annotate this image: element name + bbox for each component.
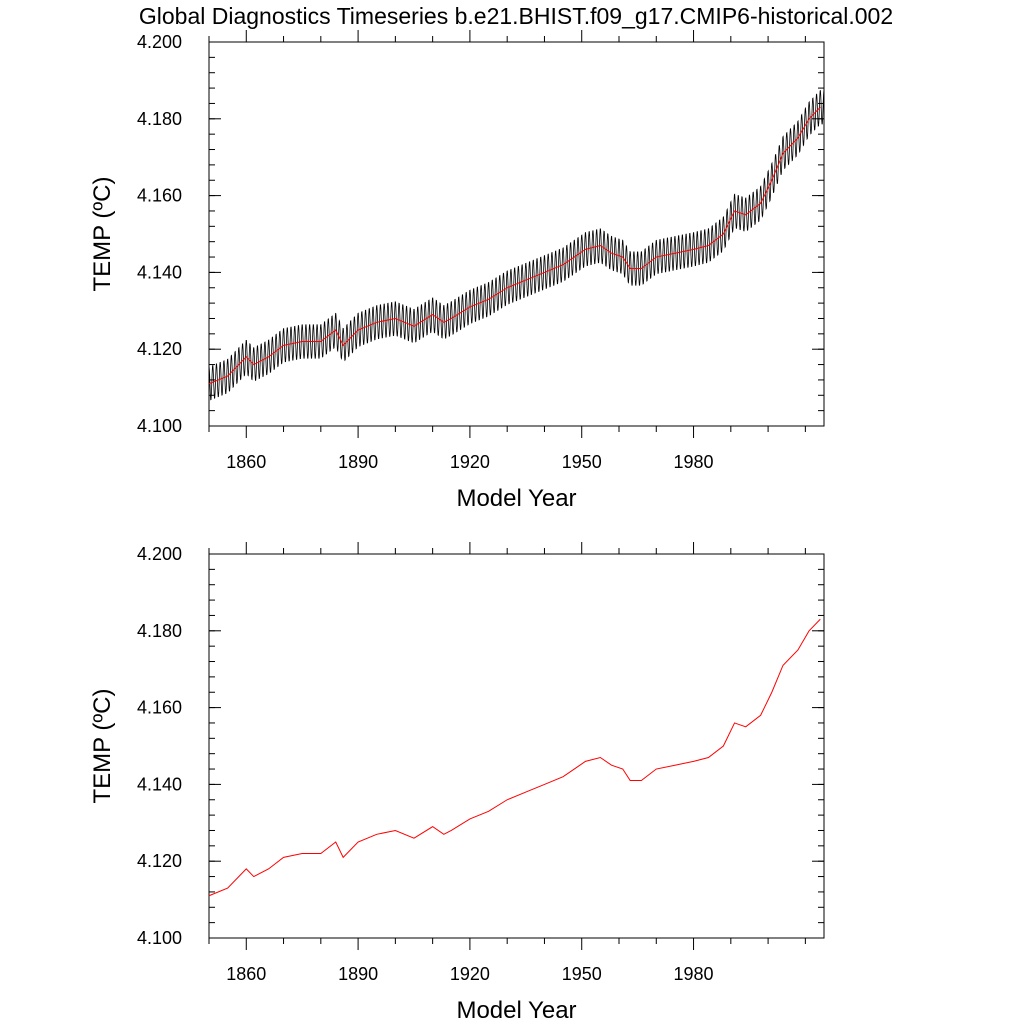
y-tick-label: 4.120 <box>137 851 182 871</box>
figure-title: Global Diagnostics Timeseries b.e21.BHIS… <box>139 3 893 29</box>
x-tick-label: 1950 <box>562 452 602 472</box>
y-tick-label: 4.120 <box>137 339 182 359</box>
x-axis-label: Model Year <box>456 485 576 512</box>
x-tick-label: 1980 <box>674 964 714 984</box>
y-tick-label: 4.160 <box>137 698 182 718</box>
y-tick-label: 4.140 <box>137 262 182 282</box>
x-tick-label: 1890 <box>338 452 378 472</box>
x-tick-label: 1920 <box>450 964 490 984</box>
x-tick-label: 1860 <box>226 452 266 472</box>
y-tick-label: 4.140 <box>137 774 182 794</box>
y-tick-label: 4.100 <box>137 928 182 948</box>
y-tick-label: 4.180 <box>137 109 182 129</box>
y-tick-label: 4.100 <box>137 416 182 436</box>
bottom-panel: 4.100 4.120 4.140 4.160 4.180 4.200 1860 1890 19… <box>89 542 825 1024</box>
y-tick-label: 4.180 <box>137 621 182 641</box>
y-tick-label: 4.200 <box>137 544 182 564</box>
x-tick-label: 1860 <box>226 964 266 984</box>
plot-frame <box>208 41 825 427</box>
y-tick-label: 4.160 <box>137 186 182 206</box>
x-tick-label: 1980 <box>674 452 714 472</box>
plot-frame <box>208 553 825 939</box>
x-tick-label: 1950 <box>562 964 602 984</box>
x-tick-label: 1920 <box>450 452 490 472</box>
annual-series-line <box>208 618 821 897</box>
y-axis-label: TEMP (ºC) <box>89 689 116 804</box>
top-panel: 4.100 4.120 4.140 4.160 4.180 4.200 1860 1890 19… <box>89 30 825 512</box>
x-tick-label: 1890 <box>338 964 378 984</box>
y-tick-label: 4.200 <box>137 32 182 52</box>
x-axis-label: Model Year <box>456 997 576 1024</box>
monthly-series-line <box>208 89 825 401</box>
y-axis-label: TEMP (ºC) <box>89 177 116 292</box>
annual-series-line <box>208 106 821 385</box>
